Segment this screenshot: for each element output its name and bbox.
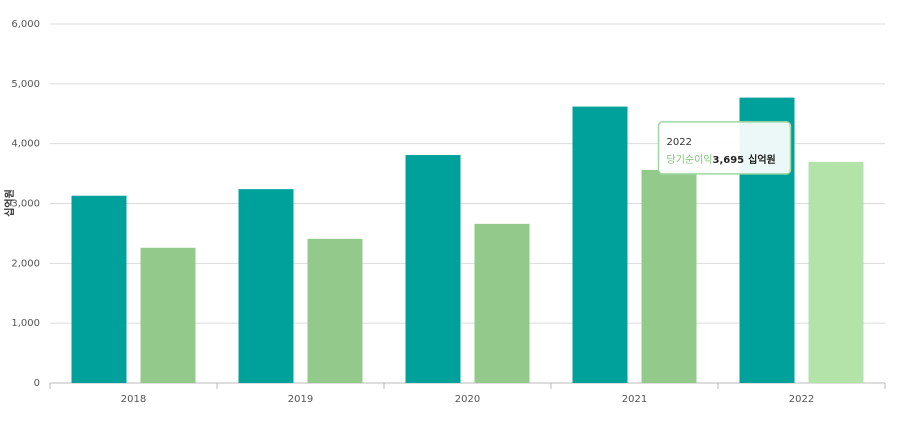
tooltip-row: 당기순이익3,695 십억원 xyxy=(667,153,776,166)
x-tick-label: 2019 xyxy=(288,394,313,405)
bar xyxy=(641,169,697,383)
y-tick-label: 4,000 xyxy=(11,139,40,150)
y-tick-label: 3,000 xyxy=(11,199,40,210)
y-axis-label: 십억원 xyxy=(3,189,16,217)
bar xyxy=(572,106,628,383)
bar xyxy=(71,195,127,383)
y-tick-label: 5,000 xyxy=(11,79,40,90)
x-tick-label: 2021 xyxy=(622,394,647,405)
tooltip-series-name: 당기순이익 xyxy=(667,154,713,166)
bar xyxy=(808,161,864,383)
bar xyxy=(474,223,530,383)
y-tick-label: 2,000 xyxy=(11,258,40,269)
tooltip-unit: 십억원 xyxy=(748,153,776,166)
tooltip-box xyxy=(657,121,792,175)
bar xyxy=(307,238,363,383)
x-tick-label: 2020 xyxy=(455,394,480,405)
bar xyxy=(140,247,196,383)
tooltip-category: 2022 xyxy=(667,137,692,148)
y-tick-label: 6,000 xyxy=(11,19,40,30)
tooltip: 2022 당기순이익3,695 십억원 xyxy=(657,121,792,175)
x-tick-label: 2018 xyxy=(121,394,146,405)
x-tick-label: 2022 xyxy=(789,394,814,405)
y-tick-label: 0 xyxy=(34,378,40,389)
y-tick-label: 1,000 xyxy=(11,318,40,329)
bar xyxy=(405,155,461,383)
tooltip-value: 3,695 xyxy=(713,155,745,166)
bar xyxy=(238,189,294,383)
